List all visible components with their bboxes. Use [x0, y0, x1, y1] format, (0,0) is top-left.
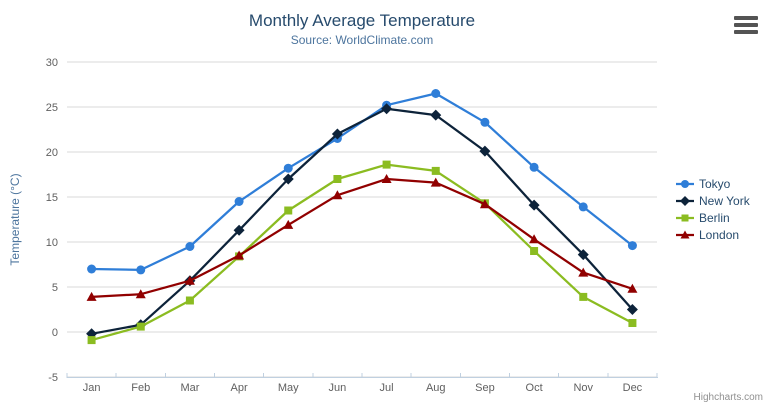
legend-item-tokyo[interactable]: Tokyo: [676, 175, 750, 192]
y-axis-label: 30: [46, 57, 58, 69]
x-axis-label: Oct: [526, 382, 543, 394]
series-berlin: [87, 160, 637, 345]
y-axis-label: 10: [46, 237, 58, 249]
x-axis-label: Nov: [573, 382, 593, 394]
square-series-marker-icon: [676, 214, 694, 221]
x-axis-label: Aug: [426, 382, 446, 394]
legend-label: Tokyo: [699, 176, 731, 191]
y-axis-label: 25: [46, 102, 58, 114]
legend: Tokyo New York Berlin London: [676, 175, 750, 243]
legend-item-new-york[interactable]: New York: [676, 192, 750, 209]
hamburger-icon: [734, 23, 758, 27]
x-axis-label: Jan: [83, 382, 101, 394]
x-axis-label: Mar: [180, 382, 199, 394]
y-axis-label: 15: [46, 192, 58, 204]
hamburger-icon: [734, 16, 758, 20]
series-london: [86, 174, 638, 301]
x-axis-label: Jul: [380, 382, 394, 394]
x-axis-label: Feb: [131, 382, 150, 394]
diamond-series-marker-icon: [676, 195, 694, 206]
x-axis-label: Sep: [475, 382, 495, 394]
legend-item-berlin[interactable]: Berlin: [676, 209, 750, 226]
y-axis-label: 0: [52, 327, 58, 339]
credits-link[interactable]: Highcharts.com: [693, 392, 763, 403]
circle-series-marker-icon: [676, 179, 694, 188]
series-new-york: [86, 103, 638, 340]
x-axis-label: May: [278, 382, 299, 394]
chart-title: Monthly Average Temperature: [248, 11, 476, 30]
legend-label: London: [699, 227, 740, 242]
legend-item-london[interactable]: London: [676, 226, 750, 243]
series-tokyo: [87, 89, 637, 275]
legend-label: New York: [699, 193, 750, 208]
triangle-series-marker-icon: [676, 230, 694, 238]
x-axis-label: Apr: [231, 382, 248, 394]
chart-subtitle: Source: WorldClimate.com: [290, 33, 434, 47]
hamburger-icon: [734, 30, 758, 34]
x-axis-label: Jun: [329, 382, 347, 394]
x-axis-label: Dec: [623, 382, 643, 394]
y-axis-label: 20: [46, 147, 58, 159]
y-axis-label: -5: [48, 372, 58, 384]
legend-label: Berlin: [699, 210, 730, 225]
export-menu-button[interactable]: [734, 16, 758, 34]
y-axis-label: 5: [52, 282, 58, 294]
